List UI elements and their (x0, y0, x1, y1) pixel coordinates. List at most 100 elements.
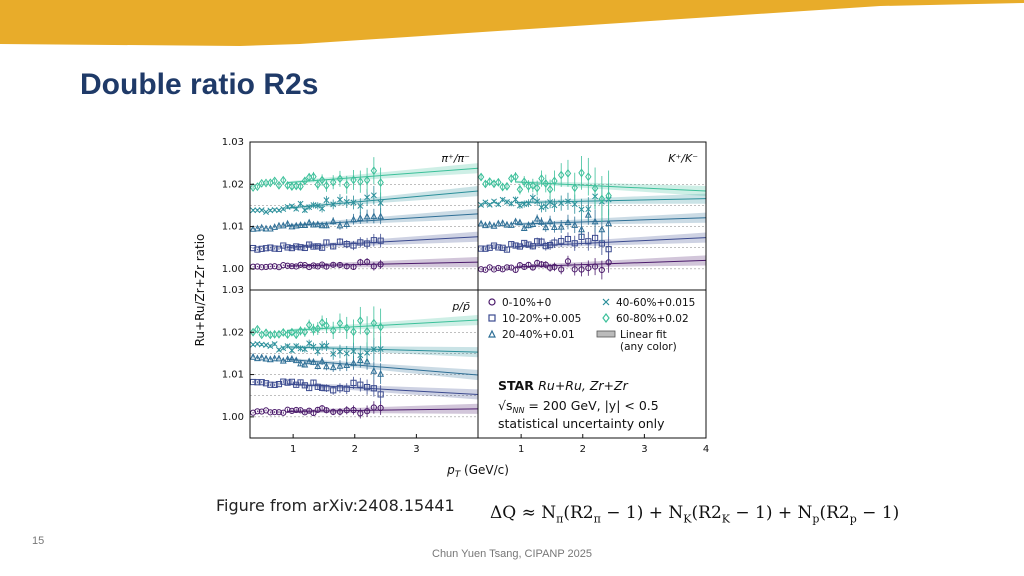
data-point (585, 206, 592, 213)
data-point (343, 361, 351, 369)
data-point (271, 354, 279, 362)
data-point (591, 234, 599, 242)
data-point (477, 219, 485, 227)
data-point (504, 198, 510, 205)
data-point (591, 217, 599, 225)
data-point (297, 261, 304, 268)
data-point (262, 245, 270, 252)
data-point (284, 355, 291, 362)
data-point (314, 383, 321, 390)
data-point (249, 224, 257, 232)
data-point (363, 357, 371, 365)
data-point (323, 181, 330, 190)
data-point (350, 199, 357, 206)
data-point (292, 330, 300, 340)
data-point (293, 406, 300, 414)
data-point (343, 241, 350, 248)
data-point (529, 264, 536, 271)
data-point (343, 220, 351, 227)
data-point (585, 238, 592, 245)
data-point (318, 244, 326, 251)
data-point (262, 263, 270, 271)
data-point (377, 178, 384, 188)
fit-line (286, 167, 479, 184)
data-point (279, 356, 287, 364)
data-point (557, 170, 565, 180)
data-point (288, 263, 296, 270)
data-point (310, 379, 317, 386)
data-point (364, 194, 371, 201)
data-point (284, 379, 291, 386)
data-point (310, 343, 317, 350)
formula-term-proton: Np(R2p − 1) (797, 503, 900, 526)
data-point (370, 212, 378, 220)
data-point (491, 198, 497, 205)
data-point (337, 348, 343, 355)
data-point (323, 385, 330, 392)
data-point (525, 221, 532, 229)
data-point (564, 218, 572, 226)
data-point (370, 263, 377, 270)
data-point (254, 324, 261, 334)
x-tick-label: 1 (290, 444, 296, 455)
data-point (357, 239, 364, 246)
charge-formula: ΔQ ≈ Nπ(R2π − 1) + NK(R2K − 1) + Np(R2p … (490, 503, 899, 525)
data-point (486, 201, 493, 208)
data-point (267, 343, 274, 350)
legend-marker (602, 313, 610, 323)
legend-marker (488, 329, 496, 338)
data-point (280, 378, 287, 385)
data-point (271, 381, 278, 388)
data-point (370, 385, 377, 392)
data-point (301, 244, 308, 252)
data-point (253, 224, 261, 232)
data-point (495, 244, 502, 251)
legend-label: 0-10%+0 (502, 297, 551, 309)
data-point (263, 209, 269, 215)
legend-label: 60-80%+0.02 (616, 313, 689, 325)
data-point (267, 381, 274, 388)
data-point (330, 350, 337, 357)
panel-label: p/p̄ (451, 300, 470, 313)
x-axis-label: pT (GeV/c) (446, 463, 509, 480)
data-point (478, 201, 485, 208)
data-point (350, 379, 357, 386)
data-point (538, 261, 545, 268)
data-point (343, 407, 350, 414)
data-point (280, 206, 287, 212)
data-point (521, 239, 528, 247)
data-point (314, 202, 321, 209)
data-point (276, 207, 282, 214)
data-point (288, 203, 295, 210)
data-point (323, 221, 330, 229)
data-point (284, 330, 291, 340)
header-banner (0, 0, 1024, 46)
formula-term-pion: Nπ(R2π − 1) (541, 503, 644, 526)
data-point (571, 183, 578, 193)
data-point (551, 223, 558, 230)
data-point (306, 241, 313, 248)
data-point (542, 243, 549, 250)
data-point (512, 266, 519, 273)
data-point (357, 202, 364, 209)
data-point (377, 237, 384, 244)
data-point (258, 223, 266, 231)
data-point (363, 408, 371, 415)
panel-1: K⁺/K⁻ (477, 141, 707, 291)
data-point (301, 327, 309, 337)
data-point (525, 241, 532, 248)
data-point (329, 217, 337, 225)
y-axis-label: Ru+Ru/Zr+Zr ratio (193, 234, 207, 347)
data-point (499, 244, 506, 251)
data-point (323, 239, 330, 246)
data-point (370, 366, 378, 374)
data-point (357, 410, 364, 417)
data-point (314, 180, 322, 190)
data-point (495, 264, 502, 272)
data-point (516, 218, 524, 226)
data-point (377, 212, 385, 220)
panel-label: K⁺/K⁻ (668, 152, 698, 165)
data-point (571, 266, 578, 273)
data-point (598, 225, 606, 233)
data-point (280, 175, 287, 185)
